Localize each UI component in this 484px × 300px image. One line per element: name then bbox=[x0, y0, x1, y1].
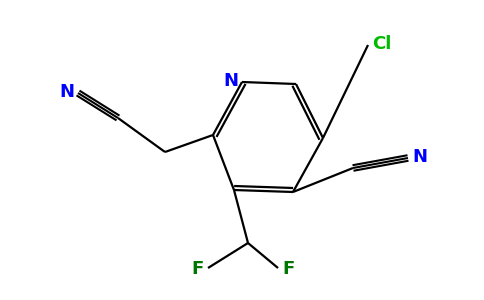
Text: N: N bbox=[223, 72, 238, 90]
Text: N: N bbox=[412, 148, 427, 166]
Text: Cl: Cl bbox=[372, 35, 392, 53]
Text: F: F bbox=[282, 260, 294, 278]
Text: F: F bbox=[192, 260, 204, 278]
Text: N: N bbox=[59, 83, 74, 101]
